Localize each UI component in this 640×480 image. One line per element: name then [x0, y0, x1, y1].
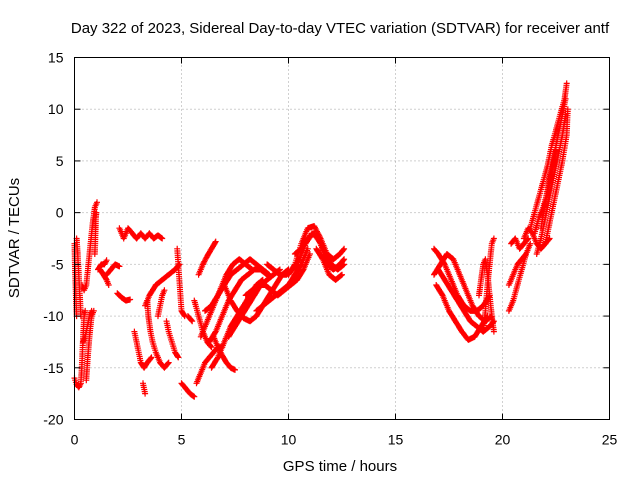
series-markers: [184, 313, 196, 325]
series-s29: [210, 333, 238, 373]
series-markers: [542, 106, 571, 247]
series-markers: [116, 225, 166, 242]
y-tick-label: -10: [43, 308, 63, 324]
series-s37: [313, 245, 345, 283]
series-markers: [210, 333, 238, 373]
series-s14: [140, 380, 149, 397]
series-s06: [83, 307, 97, 384]
x-tick-label: 20: [495, 432, 511, 448]
series-markers: [174, 245, 188, 320]
series-s19: [174, 245, 188, 320]
y-tick-label: 10: [48, 101, 64, 117]
series-markers: [83, 307, 97, 384]
x-axis-label: GPS time / hours: [283, 458, 397, 475]
series-s17: [155, 287, 168, 320]
series-s20: [178, 380, 198, 400]
series-s07: [91, 209, 100, 257]
series-markers: [91, 209, 100, 257]
y-axis-label: SDTVAR / TECUs: [6, 178, 23, 298]
series-s10: [103, 261, 123, 278]
x-tick-label: 5: [178, 432, 186, 448]
y-tick-label: -20: [43, 412, 63, 428]
series-markers: [103, 261, 123, 278]
series-markers: [505, 251, 529, 288]
series-markers: [531, 147, 559, 237]
series-markers: [114, 290, 134, 304]
series-markers: [178, 380, 198, 400]
data-marks: [71, 80, 571, 400]
series-s46: [508, 235, 532, 252]
y-tick-label: 5: [56, 153, 64, 169]
x-tick-label: 25: [602, 432, 618, 448]
series-markers: [435, 266, 497, 335]
axis-ticks: 0 5 10 15 20 25 -20 -15 -10 -5 0 5 10 15: [43, 50, 617, 448]
series-markers: [140, 380, 149, 397]
series-s43: [480, 235, 497, 335]
series-markers: [313, 245, 345, 283]
series-s52: [531, 147, 559, 237]
series-markers: [79, 199, 100, 294]
chart-title: Day 322 of 2023, Sidereal Day-to-day VTE…: [71, 20, 610, 37]
x-tick-label: 15: [388, 432, 404, 448]
series-s13: [131, 328, 155, 371]
y-tick-label: -5: [51, 256, 64, 272]
series-s33: [253, 245, 311, 314]
x-tick-label: 0: [71, 432, 79, 448]
series-markers: [144, 297, 172, 371]
y-tick-label: 0: [56, 205, 64, 221]
series-s45: [505, 251, 529, 288]
series-s41: [435, 266, 497, 335]
y-tick-label: 15: [48, 50, 64, 66]
series-markers: [163, 318, 182, 361]
series-s21: [184, 313, 196, 325]
series-s18: [163, 318, 182, 361]
series-markers: [253, 245, 311, 314]
x-tick-label: 10: [281, 432, 297, 448]
series-s09: [97, 266, 112, 288]
series-markers: [97, 266, 112, 288]
series-markers: [480, 235, 497, 335]
series-markers: [131, 328, 155, 371]
series-markers: [155, 287, 168, 320]
plot-frame: [74, 57, 610, 420]
series-s12: [116, 225, 166, 242]
series-s16: [144, 297, 172, 371]
series-s24: [195, 238, 219, 278]
series-s51: [542, 106, 571, 247]
series-markers: [508, 235, 532, 252]
series-s11: [114, 290, 134, 304]
y-tick-label: -15: [43, 360, 63, 376]
series-markers: [195, 238, 219, 278]
grid: [74, 57, 610, 420]
series-s04: [79, 199, 100, 294]
